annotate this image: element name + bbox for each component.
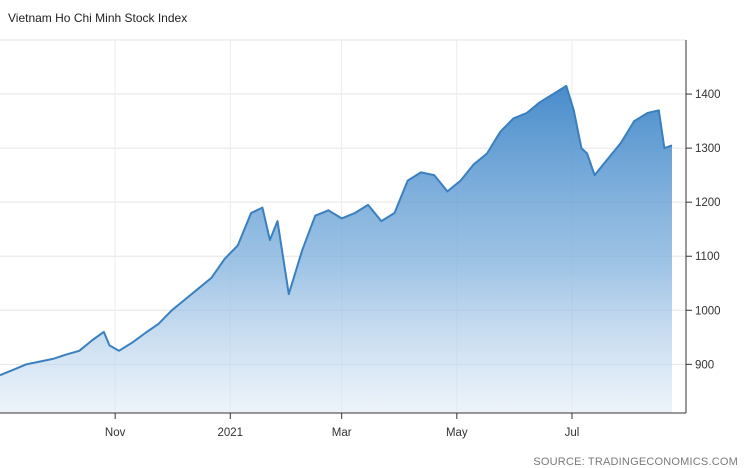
x-tick-label: Jul	[565, 427, 580, 439]
x-tick-label: 2021	[217, 427, 243, 439]
x-tick-label: May	[446, 427, 468, 439]
y-tick-label: 900	[695, 359, 714, 371]
axes	[0, 40, 692, 419]
y-tick-label: 1000	[695, 305, 721, 317]
source-label: SOURCE: TRADINGECONOMICS.COM	[533, 456, 738, 468]
series-area	[0, 85, 672, 414]
x-tick-label: Nov	[105, 427, 126, 439]
y-tick-label: 1300	[695, 143, 721, 155]
y-tick-label: 1100	[695, 251, 720, 263]
x-tick-label: Mar	[332, 427, 352, 439]
tick-labels: 900 1000 1100 1200 1300 1400 Nov 2021 Mar May Jul	[105, 89, 721, 439]
chart-title: Vietnam Ho Chi Minh Stock Index	[8, 11, 188, 25]
y-tick-label: 1400	[695, 89, 721, 101]
y-tick-label: 1200	[695, 197, 721, 209]
series-line	[0, 84, 673, 377]
